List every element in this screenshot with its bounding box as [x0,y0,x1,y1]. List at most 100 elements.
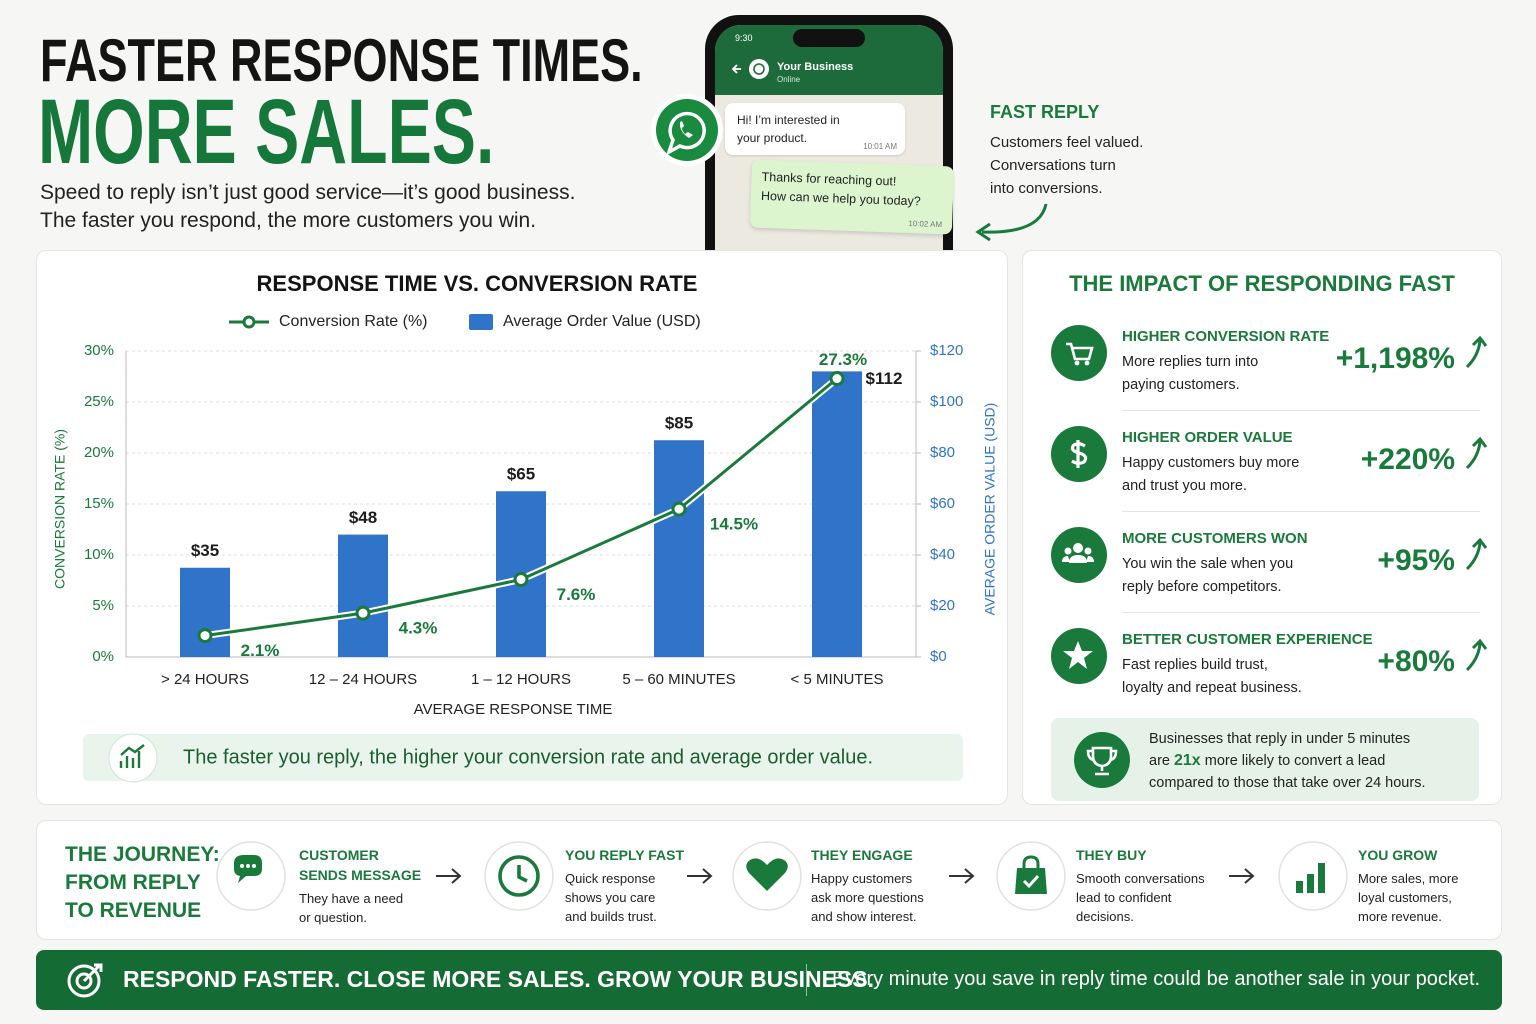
journey-panel: THE JOURNEY: FROM REPLY TO REVENUE CUSTO… [36,820,1502,940]
trophy-icon [1074,732,1130,788]
impact-item-desc: Happy customers buy more and trust you mo… [1122,452,1299,498]
note-icon-bars [119,744,145,768]
subtitle: Speed to reply isn’t just good service—i… [40,179,575,235]
text-line: and show interest. [811,909,917,924]
journey-step: THEY BUY Smooth conversations lead to conf… [1076,845,1205,926]
text-line: Happy customers buy more [1122,455,1300,471]
text-line: compared to those that take over 24 hour… [1149,775,1426,791]
fast-reply: FAST REPLY Customers feel valued. Conver… [990,102,1143,200]
ring [67,964,101,998]
arrow-stroke [1229,868,1255,884]
text-line: shows you care [565,890,656,905]
y-tick-label: 20% [84,444,114,461]
text-line: More replies turn into [1122,354,1259,370]
y-tick-label: 25% [84,393,114,410]
text-line: More sales, more [1358,871,1459,886]
y-tick-label: 10% [84,546,114,563]
text-line: Quick response [565,871,656,886]
step-title: YOU REPLY FAST [565,847,685,863]
legend-label: Average Order Value (USD) [503,313,701,330]
arrow-stroke [949,868,975,884]
x-tick-label: > 24 HOURS [161,671,249,688]
headline: FASTER RESPONSE TIMES. [40,26,843,95]
impact-panel: THE IMPACT OF RESPONDING FAST Businesses… [1022,250,1502,805]
impact-item-desc: You win the sale when you reply before co… [1122,553,1293,599]
arrow-stroke [1465,537,1488,571]
subtitle-line: Speed to reply isn’t just good service—i… [40,181,576,204]
line-marker [355,605,371,621]
bar-value-label: $112 [866,369,903,388]
icon-bubble [665,111,706,156]
text-line: are 21x more likely to convert a lead [1149,750,1425,772]
text-line: loyalty and repeat business. [1122,680,1302,696]
line-marker [197,628,213,644]
impact-title: THE IMPACT OF RESPONDING FAST [1069,271,1455,296]
impact-icon [1051,325,1107,381]
impact-icon [1051,527,1107,583]
up-arrow [1465,638,1488,672]
up-arrow [1465,335,1488,369]
arrow-stroke [1465,335,1488,369]
y2-tick-label: $120 [930,342,963,359]
impact-value: +220% [1360,443,1455,476]
step-desc: They have a need or question. [299,889,421,927]
title-line: FROM REPLY [65,871,201,894]
text-line: or question. [299,910,367,925]
journey-icon [996,841,1066,911]
text-line: reply before competitors. [1122,579,1282,595]
impact-value: +1,198% [1335,342,1455,375]
reply-bubble: Thanks for reaching out! How can we help… [749,159,955,235]
bar [338,534,388,657]
phone-mockup: 9:30 Your Business Online Hi! I’m intere… [705,15,955,250]
arrow [82,963,103,983]
line-value-label: 14.5% [710,515,758,534]
fast-reply-text: Customers feel valued. Conversations tur… [990,131,1143,200]
icon-glyph [498,855,540,897]
impact-icon [1051,426,1107,482]
target-icon [67,963,103,998]
arrow-head [975,222,991,242]
chart-panel: RESPONSE TIME VS. CONVERSION RATE AVERAG… [36,250,1008,805]
icon-handset [679,121,693,138]
text-line: and trust you more. [1122,478,1247,494]
text-line: They have a need [299,891,404,906]
text-line: and builds trust. [565,909,657,924]
y-tick-label: 0% [92,648,114,665]
y2-tick-label: $60 [930,495,955,512]
journey-step: YOU REPLY FAST Quick response shows you ca… [565,845,684,926]
line-marker [829,371,845,387]
message-time: 10:01 AM [863,142,897,151]
avatar-icon [753,63,765,75]
line-value-label: 7.6% [557,585,596,604]
arrow-curve [981,203,1048,234]
highlight: 21x [1174,752,1201,769]
bar-value-label: $85 [665,414,693,433]
step-desc: Happy customers ask more questions and sho… [811,869,924,926]
message-time: 10:02 AM [908,218,943,230]
arrow-stroke [1465,638,1488,672]
bar-value-label: $35 [191,541,219,560]
notch [793,29,865,47]
step-title: YOU GROW [1358,847,1438,863]
icon-glyph [234,855,262,883]
text-line: You win the sale when you [1122,556,1294,572]
x-tick-label: 5 – 60 MINUTES [622,671,735,688]
reply-text: Thanks for reaching out! How can we help… [761,168,922,212]
y2-tick-label: $0 [930,648,947,665]
chart-note: The faster you reply, the higher your co… [183,746,873,768]
message-line: your product. [737,131,808,145]
curved-arrow [975,203,1048,242]
bar-value-label: $48 [349,508,377,527]
impact-item-title: BETTER CUSTOMER EXPERIENCE [1122,631,1373,648]
text-line: decisions. [1076,909,1134,924]
step-arrow [687,868,713,884]
step-desc: Smooth conversations lead to confident dec… [1076,869,1205,926]
icon-disc [1074,732,1130,788]
subtitle-line: The faster you respond, the more custome… [40,209,537,232]
step-arrow [1229,868,1255,884]
chart-title: RESPONSE TIME VS. CONVERSION RATE [257,271,698,296]
icon-glyph [1062,543,1094,563]
bar [812,371,862,657]
impact-item-title: HIGHER ORDER VALUE [1122,429,1293,446]
